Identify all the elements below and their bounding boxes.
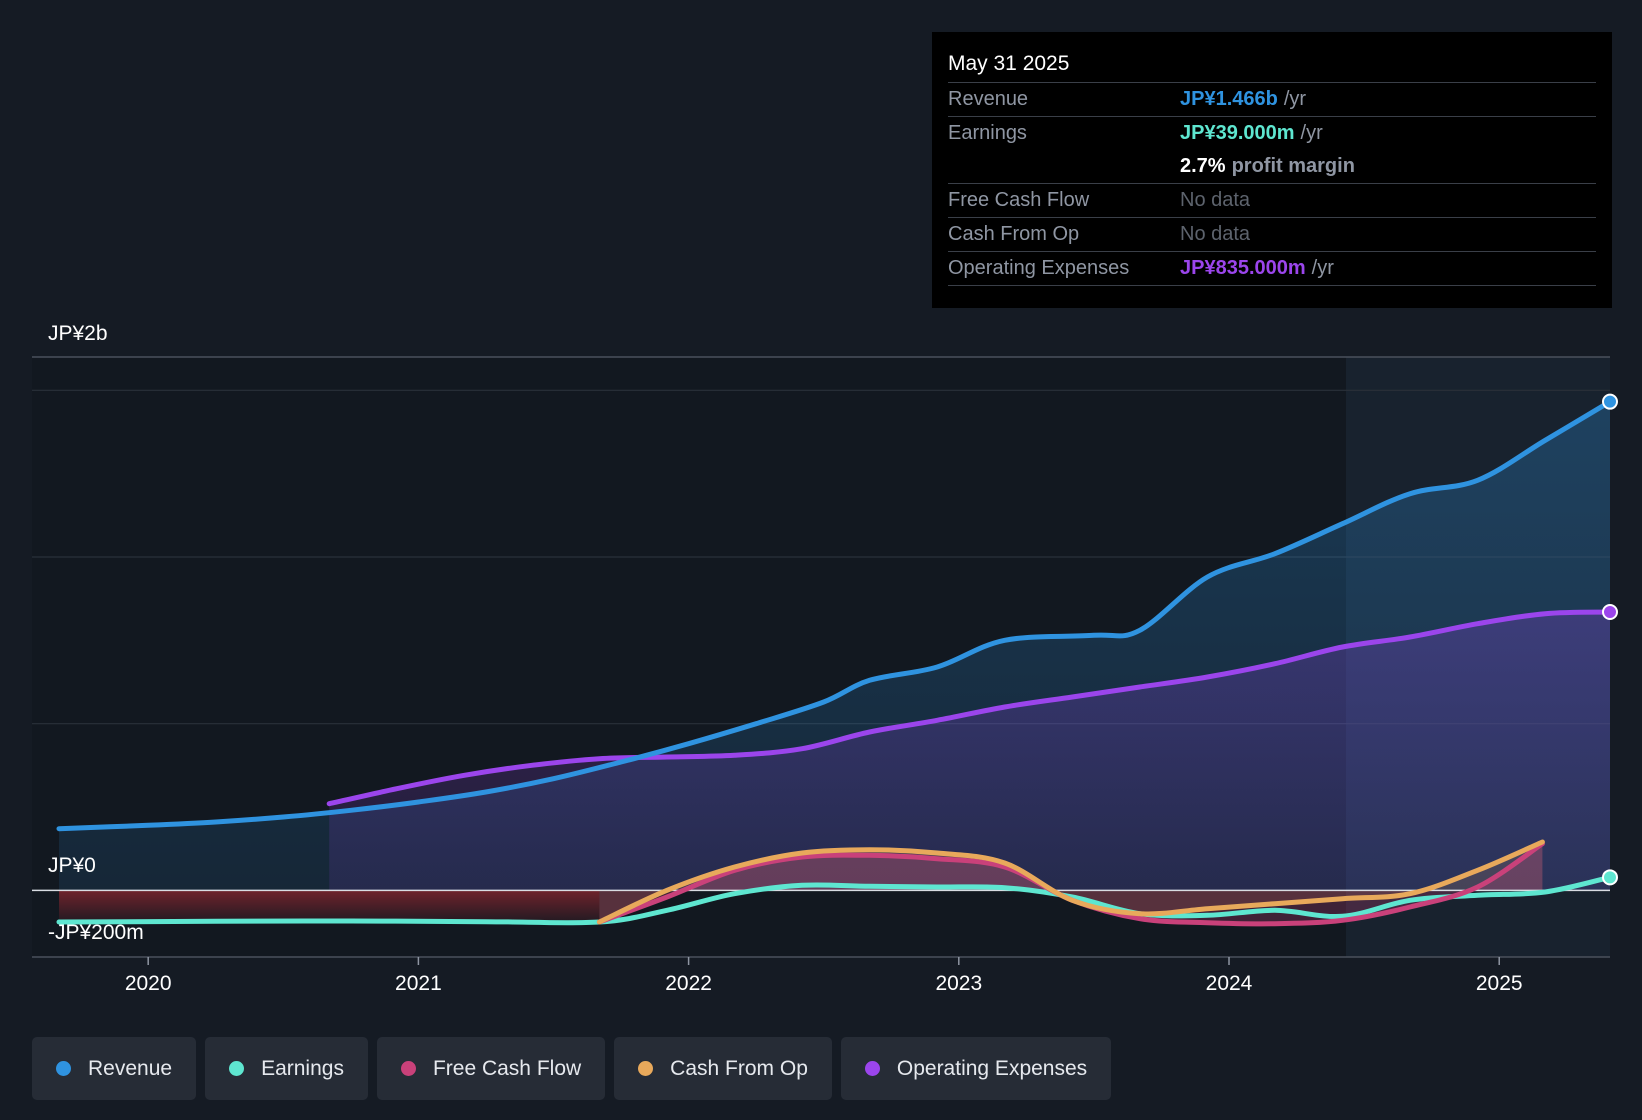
tooltip-earnings-label: Earnings [948, 122, 1027, 144]
tooltip-margin-label: profit margin [1231, 155, 1355, 177]
legend-label-earnings: Earnings [261, 1056, 344, 1080]
tooltip-row-opex: Operating Expenses JP¥835.000m /yr [948, 251, 1596, 286]
tooltip-panel: May 31 2025 Revenue JP¥1.466b /yr Earnin… [932, 32, 1612, 308]
revenue-line [56, 399, 1610, 832]
y-tick-label-top: JP¥2b [48, 322, 108, 345]
legend-label-free-cash-flow: Free Cash Flow [432, 1056, 582, 1080]
tooltip-opex-unit: /yr [1311, 257, 1334, 279]
negative-earnings-area [59, 890, 600, 922]
legend-item-earnings[interactable]: Earnings [205, 1037, 368, 1100]
x-tick-label: 2021 [395, 972, 442, 995]
legend-item-revenue[interactable]: Revenue [32, 1037, 197, 1100]
tooltip-row-revenue: Revenue JP¥1.466b /yr [948, 82, 1596, 116]
x-tick-label: 2023 [935, 972, 982, 995]
x-tick-label: 2024 [1206, 972, 1253, 995]
tooltip-row-cfo: Cash From Op No data [948, 217, 1596, 251]
operating-expenses-dot-icon [864, 1061, 880, 1076]
tooltip-revenue-unit: /yr [1283, 88, 1307, 110]
earnings-dot-icon [229, 1061, 245, 1076]
tooltip-row-margin: 2.7% profit margin [948, 150, 1596, 183]
tooltip-earnings-unit: /yr [1300, 122, 1323, 144]
earnings-endpoint [1602, 869, 1618, 886]
legend-item-free-cash-flow[interactable]: Free Cash Flow [376, 1037, 606, 1100]
earnings-line [56, 874, 1610, 926]
tooltip-opex-label: Operating Expenses [948, 257, 1130, 279]
tooltip-revenue-value: JP¥1.466b [1180, 88, 1278, 110]
tooltip-revenue-label: Revenue [948, 88, 1029, 110]
tooltip-margin-value: 2.7% [1180, 155, 1226, 177]
tooltip-cfo-label: Cash From Op [948, 223, 1080, 245]
cash-from-op-area [599, 842, 1543, 922]
legend: Revenue Earnings Free Cash Flow Cash Fro… [32, 1037, 1112, 1100]
x-tick-label: 2025 [1476, 972, 1523, 995]
operating-expenses-endpoint [1602, 604, 1618, 620]
x-tick-label: 2022 [665, 972, 712, 995]
y-tick-label-zero: JP¥0 [48, 854, 96, 877]
revenue-dot-icon [56, 1061, 71, 1076]
free-cash-flow-dot-icon [400, 1061, 416, 1076]
operating-expenses-area [329, 612, 1610, 891]
operating-expenses-line [326, 609, 1610, 807]
tooltip-earnings-value: JP¥39.000m [1180, 122, 1295, 144]
tooltip-date: May 31 2025 [948, 52, 1070, 75]
cash-from-op-dot-icon [638, 1061, 654, 1076]
tooltip-cfo-value: No data [1180, 223, 1251, 245]
legend-label-revenue: Revenue [88, 1056, 173, 1080]
x-tick-label: 2020 [125, 972, 172, 995]
revenue-endpoint [1602, 393, 1618, 410]
tooltip-fcf-label: Free Cash Flow [948, 189, 1090, 211]
legend-label-operating-expenses: Operating Expenses [896, 1056, 1088, 1080]
legend-label-cash-from-op: Cash From Op [670, 1056, 808, 1080]
tooltip-row-fcf: Free Cash Flow No data [948, 183, 1596, 217]
y-tick-label-bottom: -JP¥200m [48, 921, 144, 944]
tooltip-fcf-value: No data [1180, 189, 1251, 211]
legend-item-cash-from-op[interactable]: Cash From Op [614, 1037, 832, 1100]
tooltip-opex-value: JP¥835.000m [1180, 257, 1306, 279]
tooltip-row-earnings: Earnings JP¥39.000m /yr [948, 116, 1596, 150]
cash-from-op-line [596, 839, 1545, 925]
legend-item-operating-expenses[interactable]: Operating Expenses [840, 1037, 1112, 1100]
